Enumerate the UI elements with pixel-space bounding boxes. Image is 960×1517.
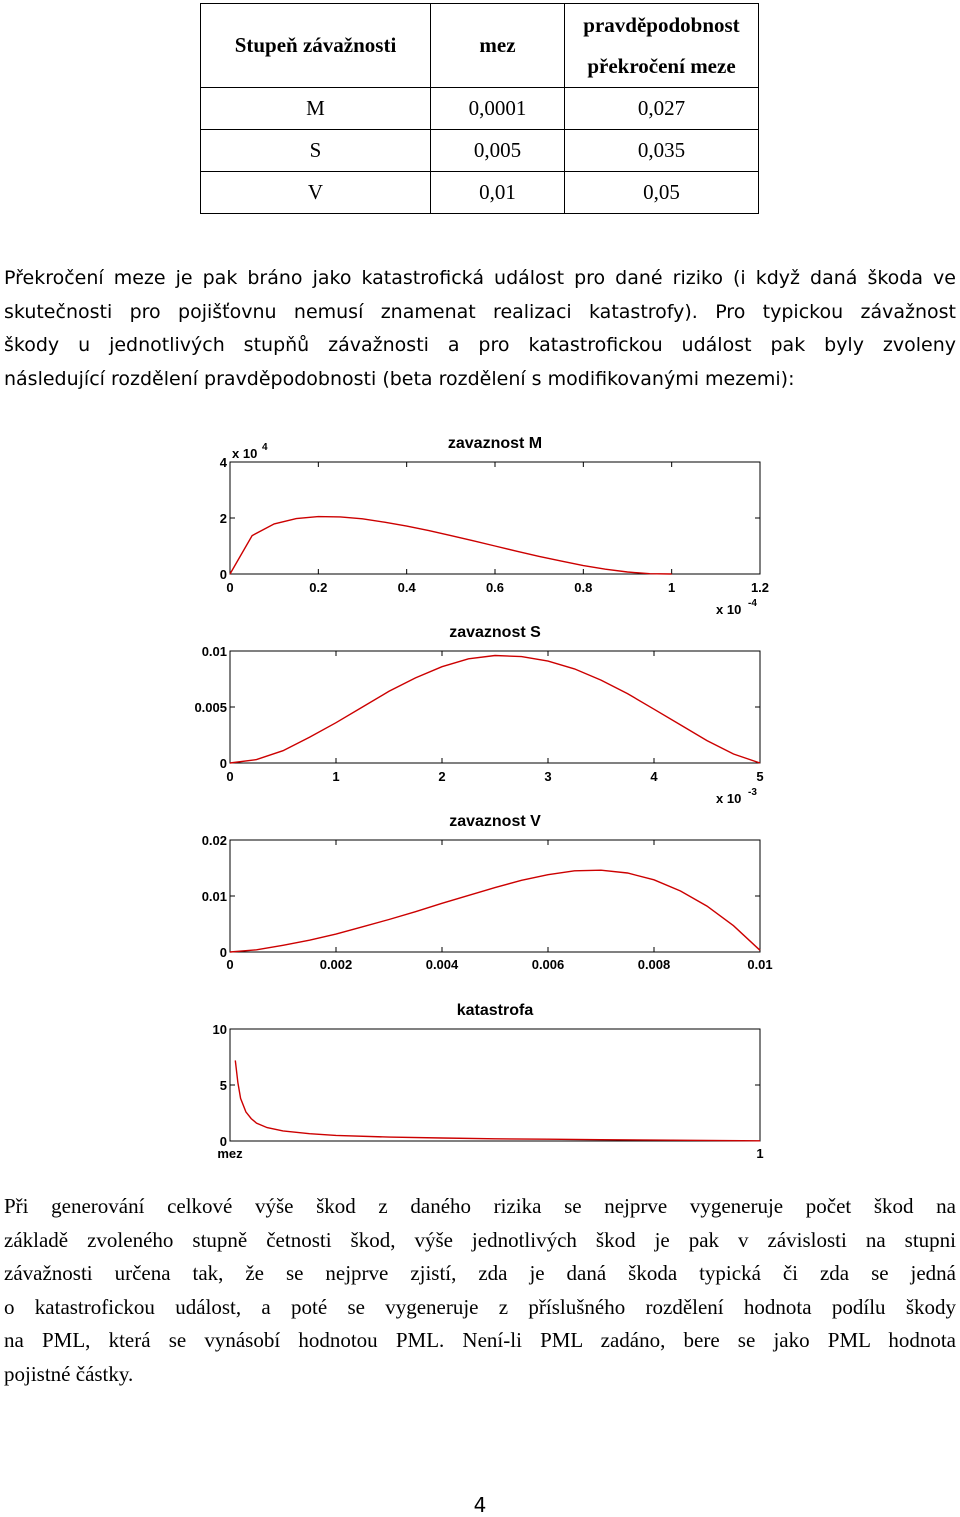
table-cell: 0,05 (564, 171, 759, 214)
x-tick-label: 0.008 (638, 957, 671, 972)
chart-title: zavaznost S (449, 624, 541, 641)
x-tick-label: 1 (668, 580, 675, 595)
table-cell: M (200, 87, 431, 130)
y-tick-label: 0.005 (194, 700, 227, 715)
x-tick-label: 0.8 (574, 580, 592, 595)
x-tick-label: 0 (226, 957, 233, 972)
x-tick-label: mez (217, 1146, 243, 1161)
header-line: pravděpodobnost (583, 12, 740, 37)
x-tick-label: 3 (544, 769, 551, 784)
x-tick-label: 2 (438, 769, 445, 784)
x-tick-label: 0.002 (320, 957, 353, 972)
table-header-cell: Stupeň závažnosti (200, 3, 431, 88)
intro-paragraph: Překročení meze je pak bráno jako katast… (4, 262, 956, 396)
y-tick-label: 2 (220, 511, 227, 526)
x-tick-label: 0.4 (398, 580, 417, 595)
paragraph-line: Při generování celkové výše škod z danéh… (4, 1194, 956, 1218)
table-cell: 0,027 (564, 87, 759, 130)
plot-frame (229, 839, 761, 953)
y-tick-label: 0.01 (202, 644, 227, 659)
chart-title: zavaznost M (448, 435, 542, 452)
x-tick-label: 1.2 (751, 580, 769, 595)
paragraph-line: pojistné částky. (4, 1361, 134, 1386)
plot-frame (229, 650, 761, 764)
generation-paragraph: Při generování celkové výše škod z danéh… (4, 1190, 956, 1391)
x-tick-label: 0 (226, 769, 233, 784)
table-header-cell: mez (430, 3, 565, 88)
paragraph-line: Překročení meze je pak bráno jako katast… (4, 267, 956, 289)
x-tick-label: 5 (756, 769, 763, 784)
paragraph-line: škody u jednotlivých stupňů závažnosti a… (4, 334, 956, 356)
series-line (229, 515, 672, 575)
table-row: S 0,005 0,035 (200, 129, 759, 172)
x-tick-label: 0.2 (309, 580, 327, 595)
x-multiplier-exponent: -3 (748, 787, 757, 798)
x-tick-label: 0.004 (426, 957, 459, 972)
y-tick-label: 0 (220, 945, 227, 960)
paragraph-line: následující rozdělení pravděpodobnosti (… (4, 367, 795, 390)
x-tick-label: 1 (756, 1146, 763, 1161)
x-tick-label: 4 (650, 769, 658, 784)
y-tick-label: 0 (220, 567, 227, 582)
x-multiplier: x 10 (716, 602, 741, 615)
chart-3: katastrofa 0 5 10 mez 1 (213, 1002, 764, 1161)
table-cell: 0,035 (564, 129, 759, 172)
chart-2: zavaznost V 0 0.01 0.02 0 0.002 0.004 0.006 0.00… (202, 813, 773, 972)
x-multiplier-exponent: -4 (748, 598, 757, 609)
table-row: M 0,0001 0,027 (200, 87, 759, 130)
y-multiplier: x 10 (232, 446, 257, 461)
series-line (229, 654, 761, 764)
table-cell: 0,01 (430, 171, 565, 214)
y-tick-label: 0 (220, 756, 227, 771)
y-multiplier-exponent: 4 (262, 442, 268, 453)
plot-frame (229, 1028, 761, 1142)
x-tick-label: 0.01 (747, 957, 772, 972)
table-cell: 0,005 (430, 129, 565, 172)
y-tick-label: 5 (220, 1078, 227, 1093)
paragraph-line: o katastrofickou událost, a poté se vyge… (4, 1294, 956, 1319)
series-line (229, 869, 761, 953)
paragraph-line: skutečnosti pro pojišťovnu nemusí znamen… (4, 300, 956, 323)
x-multiplier: x 10 (716, 791, 741, 805)
chart-0: zavaznost M 0 2 4 0 0.2 0.4 0.6 0.8 1 1.2 x 10 4 x 10… (220, 435, 769, 615)
chart-1: zavaznost S 0 0.005 0.01 0 1 2 3 4 5 x 10 -3 (194, 624, 763, 805)
table-cell: 0,0001 (430, 87, 565, 130)
page-number: 4 (473, 1493, 487, 1517)
chart-title: katastrofa (457, 1002, 534, 1019)
table-header-row: Stupeň závažnosti mez pravděpodobnost př… (200, 3, 759, 88)
x-tick-label: 0.006 (532, 957, 565, 972)
x-tick-label: 0 (226, 580, 233, 595)
paragraph-line: na PML, která se vynásobí hodnotou PML. … (4, 1328, 956, 1352)
paragraph-line: základě zvoleného stupně četnosti škod, … (4, 1227, 956, 1252)
paragraph-line: závažnosti určena tak, že se nejprve zji… (4, 1261, 956, 1285)
severity-table: Stupeň závažnosti mez pravděpodobnost př… (200, 3, 759, 214)
y-tick-label: 4 (220, 455, 228, 470)
y-tick-label: 10 (213, 1022, 227, 1037)
y-tick-label: 0 (220, 1134, 227, 1149)
table-header-cell: pravděpodobnost překročení meze (564, 3, 759, 88)
header-line: překročení meze (587, 53, 736, 78)
table-row: V 0,01 0,05 (200, 171, 759, 214)
y-tick-label: 0.01 (202, 889, 227, 904)
series-line (234, 1060, 761, 1142)
y-tick-label: 0.02 (202, 833, 227, 848)
table-cell: V (200, 171, 431, 214)
x-tick-label: 0.6 (486, 580, 504, 595)
chart-title: zavaznost V (449, 813, 541, 830)
x-tick-label: 1 (332, 769, 339, 784)
table-cell: S (200, 129, 431, 172)
